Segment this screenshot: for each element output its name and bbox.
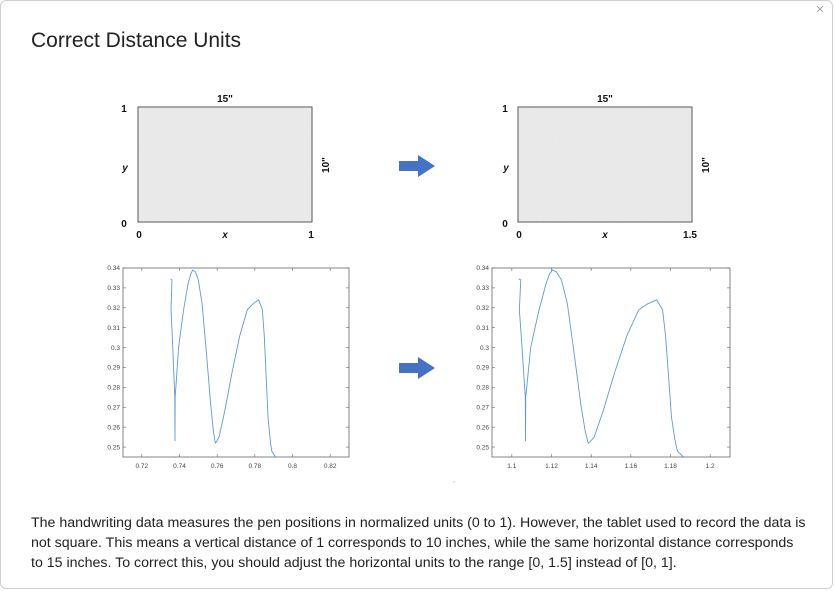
y-tick-label: 0.3 (111, 345, 120, 352)
y-axis-label: y (121, 163, 128, 174)
x-tick-label: 0.72 (136, 463, 149, 470)
tablet-width-label: 15" (217, 94, 233, 105)
y-tick-label: 0.28 (107, 385, 120, 392)
y-tick-label: 0.3 (480, 345, 489, 352)
y-max-label: 1 (502, 104, 508, 115)
stray-dot (453, 481, 455, 483)
x-max-label: 1.5 (683, 230, 697, 241)
x-tick-label: 0.74 (173, 463, 186, 470)
y-tick-label: 0.34 (476, 265, 489, 272)
tablet-diagram-right: 15" 10" 1 y 0 0 x 1.5 (502, 94, 712, 241)
y-tick-label: 0.25 (107, 444, 120, 451)
y-tick-label: 0.25 (476, 444, 489, 451)
x-max-label: 1 (308, 230, 314, 241)
pen-trace-line (518, 269, 684, 458)
x-axis-label: x (601, 230, 608, 241)
y-tick-label: 0.34 (107, 265, 120, 272)
y-tick-label: 0.29 (107, 365, 120, 372)
x-min-label: 0 (136, 230, 142, 241)
y-axis-label: y (502, 163, 509, 174)
tablet-diagram-left: 15" 10" 1 y 0 0 x 1 (121, 94, 332, 241)
y-tick-label: 0.33 (107, 285, 120, 292)
x-tick-label: 1.12 (545, 463, 558, 470)
plot-frame (122, 267, 350, 458)
close-icon[interactable]: × (815, 1, 825, 18)
y-tick-label: 0.26 (107, 424, 120, 431)
tablet-texture (518, 107, 692, 222)
x-tick-label: 1.1 (507, 463, 516, 470)
y-tick-label: 0.32 (107, 305, 120, 312)
y-tick-label: 0.26 (476, 424, 489, 431)
handwriting-plot-corrected: 0.34 0.33 0.32 0.31 0.3 0.29 0.28 0.27 0.26 0.25 1… (476, 265, 731, 470)
arrow-right-icon (399, 155, 435, 177)
y-min-label: 0 (121, 219, 127, 230)
description-text: The handwriting data measures the pen po… (31, 515, 806, 571)
y-tick-label: 0.29 (476, 365, 489, 372)
y-min-label: 0 (502, 219, 508, 230)
dialog-title: Correct Distance Units (31, 29, 242, 52)
y-max-label: 1 (121, 104, 127, 115)
y-tick-label: 0.27 (476, 404, 489, 411)
x-tick-label: 0.78 (249, 463, 262, 470)
tablet-height-label: 10" (701, 157, 712, 173)
handwriting-plot-original: 0.34 0.33 0.32 0.31 0.3 0.29 0.28 0.27 0.26 0.25 0… (107, 265, 350, 470)
x-tick-label: 0.76 (211, 463, 224, 470)
tablet-texture (138, 107, 312, 222)
y-tick-label: 0.28 (476, 385, 489, 392)
arrow-right-icon (399, 357, 435, 379)
x-axis-label: x (221, 230, 228, 241)
x-tick-label: 1.2 (706, 463, 715, 470)
y-tick-label: 0.33 (476, 285, 489, 292)
pen-trace-line (170, 269, 276, 458)
x-tick-label: 1.18 (664, 463, 677, 470)
x-tick-label: 1.14 (585, 463, 598, 470)
x-tick-label: 1.16 (625, 463, 638, 470)
tablet-height-label: 10" (321, 157, 332, 173)
y-tick-label: 0.31 (107, 325, 120, 332)
x-tick-label: 0.8 (288, 463, 297, 470)
y-tick-label: 0.31 (476, 325, 489, 332)
x-min-label: 0 (516, 230, 522, 241)
plot-frame (491, 267, 731, 458)
y-tick-label: 0.27 (107, 404, 120, 411)
tablet-width-label: 15" (597, 94, 613, 105)
y-tick-label: 0.32 (476, 305, 489, 312)
x-tick-label: 0.82 (324, 463, 337, 470)
